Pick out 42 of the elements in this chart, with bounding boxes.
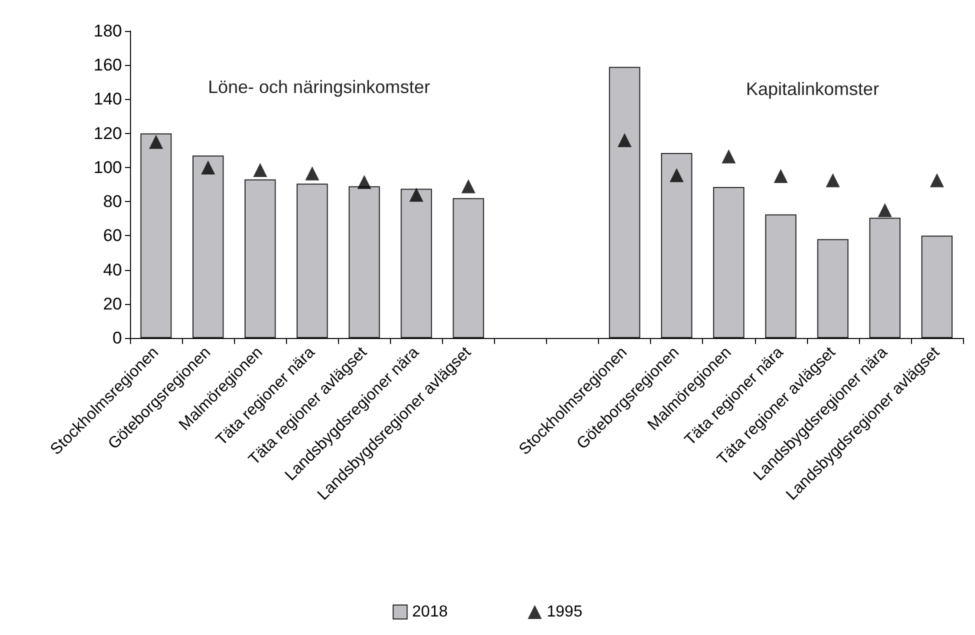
bar bbox=[817, 239, 848, 338]
point bbox=[618, 133, 632, 148]
y-tick-label: 60 bbox=[103, 226, 122, 246]
legend-label: 2018 bbox=[412, 604, 448, 620]
y-tick-label: 0 bbox=[112, 328, 122, 348]
point bbox=[878, 203, 892, 218]
bar bbox=[869, 218, 901, 338]
point bbox=[722, 149, 736, 164]
point bbox=[201, 160, 216, 174]
point bbox=[357, 174, 372, 189]
point bbox=[409, 188, 424, 202]
y-tick-label: 160 bbox=[94, 56, 122, 75]
point bbox=[930, 173, 944, 188]
point bbox=[826, 173, 840, 188]
bar bbox=[140, 133, 172, 338]
bar bbox=[608, 66, 640, 338]
bar bbox=[192, 156, 224, 338]
bar bbox=[713, 187, 744, 338]
bar bbox=[296, 184, 328, 338]
point bbox=[149, 134, 164, 149]
y-tick-label: 40 bbox=[103, 260, 122, 280]
bar bbox=[244, 179, 276, 338]
point bbox=[774, 168, 788, 183]
y-tick-label: 80 bbox=[103, 192, 122, 212]
annotation: Löne- och näringsinkomster bbox=[208, 77, 430, 97]
point bbox=[461, 179, 476, 194]
y-tick-label: 20 bbox=[103, 294, 122, 314]
point bbox=[253, 163, 268, 178]
point bbox=[670, 168, 684, 182]
y-tick-label: 140 bbox=[94, 90, 122, 109]
y-tick-label: 120 bbox=[94, 124, 122, 143]
bar bbox=[921, 236, 953, 338]
bar bbox=[400, 188, 432, 338]
bar bbox=[765, 214, 796, 338]
y-tick-label: 100 bbox=[94, 158, 122, 177]
legend-label: 1995 bbox=[546, 604, 582, 620]
bar bbox=[452, 198, 484, 338]
y-tick-label: 180 bbox=[94, 22, 122, 40]
bar bbox=[661, 152, 692, 338]
bar bbox=[348, 186, 380, 338]
point bbox=[305, 166, 320, 180]
annotation: Kapitalinkomster bbox=[746, 79, 880, 99]
